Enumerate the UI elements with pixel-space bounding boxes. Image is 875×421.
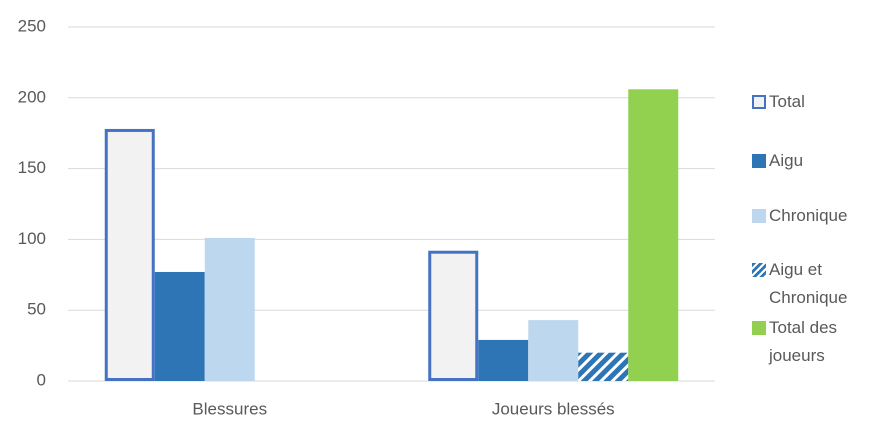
legend-item: Total [752,88,872,116]
y-tick-label: 200 [18,87,46,106]
bar [628,89,679,381]
legend-swatch [752,209,766,223]
y-tick-label: 0 [37,370,46,389]
legend-swatch [752,321,766,335]
bar [204,237,255,381]
y-tick-label: 50 [27,300,46,319]
y-tick-label: 250 [18,16,46,35]
legend-label: Aigu [769,151,804,170]
bar [528,320,579,381]
legend-label: Chronique [769,206,848,225]
bar [154,271,205,381]
bar [578,352,629,381]
x-tick-label: Blessures [192,399,267,418]
y-tick-label: 150 [18,158,46,177]
legend-swatch [752,263,766,277]
y-tick-label: 100 [18,229,46,248]
bar [478,339,529,381]
bar [428,250,479,381]
legend-item: Total des joueurs [752,314,872,370]
legend-label: Total [769,92,805,111]
legend-swatch [752,95,766,109]
legend-swatch [752,154,766,168]
legend-label: Aigu et Chronique [769,260,848,307]
legend-label: Total des joueurs [769,318,838,365]
legend-item: Aigu [752,147,872,175]
bar [104,128,155,381]
legend-item: Chronique [752,202,872,230]
legend-item: Aigu et Chronique [752,256,872,312]
x-tick-label: Joueurs blessés [492,399,615,418]
